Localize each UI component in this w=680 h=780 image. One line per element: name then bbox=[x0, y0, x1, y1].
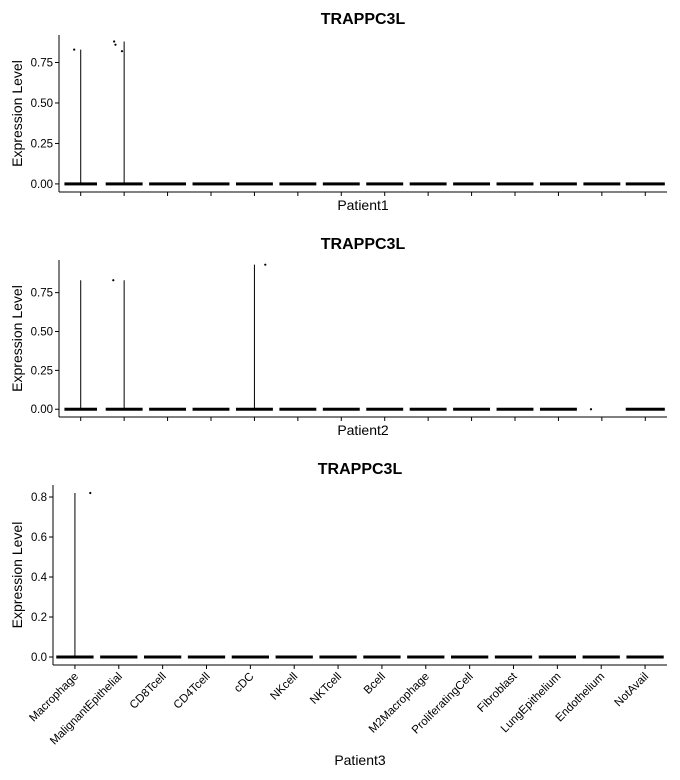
violin-base-cDC bbox=[231, 655, 269, 659]
violin-base-Bcell bbox=[366, 407, 404, 411]
y-tick-label: 0.2 bbox=[31, 612, 47, 624]
violin-base-CD8Tcell bbox=[144, 655, 182, 659]
data-point bbox=[120, 50, 124, 53]
chart-title: TRAPPC3L bbox=[321, 236, 406, 253]
y-tick-label: 0.50 bbox=[31, 327, 53, 339]
violin-base-NKTcell bbox=[322, 182, 360, 186]
patient2-panel: TRAPPC3L 0.00 0.25 0.50 0.75 Expression Level… bbox=[9, 236, 667, 438]
violin-base-LungEpithelium bbox=[538, 655, 576, 659]
x-tick-label: CD8Tcell bbox=[128, 671, 169, 712]
data-point bbox=[73, 48, 76, 51]
violin-base-Endothelium bbox=[582, 655, 620, 659]
violin-base-M2Macrophage bbox=[409, 407, 447, 411]
violin-base-LungEpithelium bbox=[539, 182, 577, 186]
y-tick-label: 0.25 bbox=[31, 365, 53, 377]
x-axis-title: Patient3 bbox=[334, 752, 386, 768]
violin-base-NotAvail bbox=[625, 182, 665, 186]
y-axis-title: Expression Level bbox=[9, 60, 25, 167]
y-tick-label: 0.25 bbox=[31, 138, 53, 150]
x-tick-label: NKTcell bbox=[308, 671, 344, 707]
violin-base-NotAvail bbox=[626, 655, 664, 659]
data-point bbox=[113, 40, 116, 43]
x-tick-label: cDC bbox=[232, 671, 256, 695]
violin-base-Fibroblast bbox=[496, 182, 534, 186]
violin-base-NKTcell bbox=[319, 655, 357, 659]
violin-base-Fibroblast bbox=[494, 655, 533, 659]
violin-base-Endothelium bbox=[583, 182, 621, 186]
data-point bbox=[112, 279, 115, 282]
violin-base-NKcell bbox=[279, 407, 317, 411]
data-point bbox=[264, 263, 267, 266]
y-tick-label: 0.8 bbox=[31, 492, 47, 504]
y-axis-title: Expression Level bbox=[9, 285, 25, 392]
violin-base-ProliferatingCell bbox=[453, 182, 491, 186]
x-tick-label: NKcell bbox=[268, 671, 300, 703]
y-tick-label: 0.75 bbox=[31, 58, 53, 70]
y-tick-label: 0.75 bbox=[31, 288, 53, 300]
patient1-panel: TRAPPC3L 0.00 0.25 0.50 0.75 Expression Level… bbox=[9, 11, 667, 213]
y-tick-label: 0.00 bbox=[31, 404, 53, 416]
x-tick-label: Bcell bbox=[362, 671, 388, 697]
violin-base-CD8Tcell bbox=[149, 407, 187, 411]
violin-base-NotAvail bbox=[625, 407, 665, 411]
x-tick-label: Fibroblast bbox=[475, 670, 520, 715]
violin-base-Fibroblast bbox=[496, 407, 534, 411]
violin-base-LungEpithelium bbox=[539, 407, 577, 411]
violin-base-NKcell bbox=[275, 655, 313, 659]
y-tick-label: 0.50 bbox=[31, 98, 53, 110]
data-point bbox=[589, 408, 593, 411]
violin-base-M2Macrophage bbox=[409, 182, 447, 186]
chart-title: TRAPPC3L bbox=[321, 11, 406, 28]
violin-base-MalignantEpithelial bbox=[100, 655, 138, 659]
y-axis-title: Expression Level bbox=[9, 522, 25, 629]
violin-base-Bcell bbox=[363, 655, 401, 659]
patient3-panel: TRAPPC3L 0.0 0.2 0.4 0.6 0.8 Expression Level P… bbox=[9, 461, 667, 768]
violin-base-CD8Tcell bbox=[149, 182, 187, 186]
y-tick-label: 0.4 bbox=[31, 572, 48, 584]
violin-base-NKcell bbox=[279, 182, 317, 186]
data-point bbox=[114, 43, 117, 46]
chart-title: TRAPPC3L bbox=[318, 461, 403, 478]
x-axis-title: Patient1 bbox=[337, 197, 389, 213]
y-tick-label: 0.6 bbox=[31, 532, 47, 544]
x-axis-title: Patient2 bbox=[337, 422, 389, 438]
x-tick-label: NotAvail bbox=[613, 671, 652, 710]
y-tick-label: 0.0 bbox=[31, 652, 47, 664]
violin-base-CD4Tcell bbox=[187, 655, 226, 659]
violin-base-ProliferatingCell bbox=[453, 407, 491, 411]
violin-base-NKTcell bbox=[322, 407, 360, 411]
violin-base-CD4Tcell bbox=[192, 407, 230, 411]
violin-base-cDC bbox=[235, 182, 273, 186]
violin-base-M2Macrophage bbox=[407, 655, 445, 659]
violin-base-CD4Tcell bbox=[192, 182, 230, 186]
violin-base-Bcell bbox=[366, 182, 404, 186]
violin-base-ProliferatingCell bbox=[451, 655, 489, 659]
data-point bbox=[89, 491, 92, 495]
x-tick-label: CD4Tcell bbox=[172, 671, 213, 712]
y-tick-label: 0.00 bbox=[31, 179, 53, 191]
